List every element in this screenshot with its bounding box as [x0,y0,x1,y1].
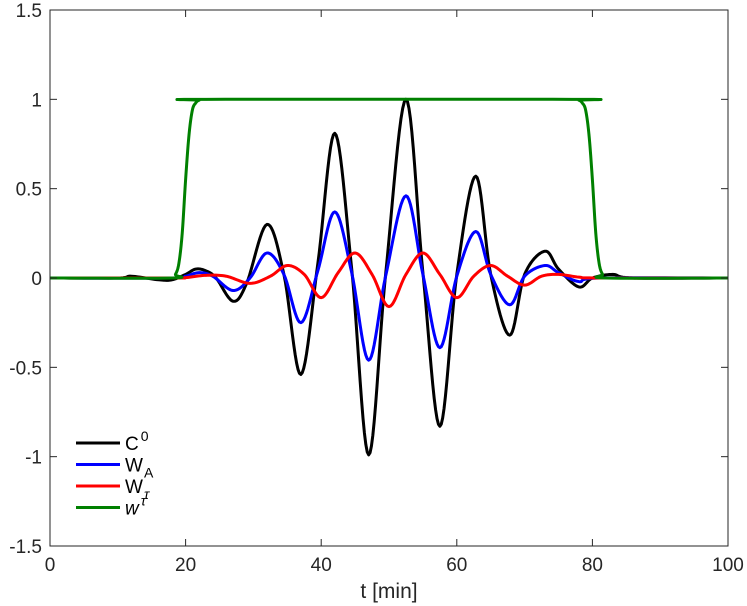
x-tick-label: 100 [712,555,744,576]
y-tick-label: 1.5 [16,1,42,22]
series-line-3 [50,97,728,280]
series-layer [50,97,728,457]
x-tick-label: 40 [311,555,332,576]
y-tick-label: 0.5 [16,180,42,201]
y-tick-label: 1 [31,90,42,111]
y-tick-label: -1 [25,448,42,469]
x-tick-label: 0 [45,555,56,576]
series-line-1 [50,194,728,362]
series-line-0 [50,97,728,457]
y-tick-label: 0 [31,269,42,290]
y-tick-label: -1.5 [9,537,42,558]
x-tick-label: 20 [175,555,196,576]
x-axis-label: t [min] [360,580,417,603]
ticks-layer: 0 20 40 60 80 100 1.5 1 0.5 0 -0.5 -1 -1.5 [9,1,744,576]
x-tick-label: 80 [582,555,603,576]
legend-label-2: Wτ [125,477,150,502]
series-line-2 [50,251,728,309]
legend-label-1: WA [125,456,154,481]
y-tick-label: -0.5 [9,358,42,379]
x-tick-label: 60 [446,555,467,576]
